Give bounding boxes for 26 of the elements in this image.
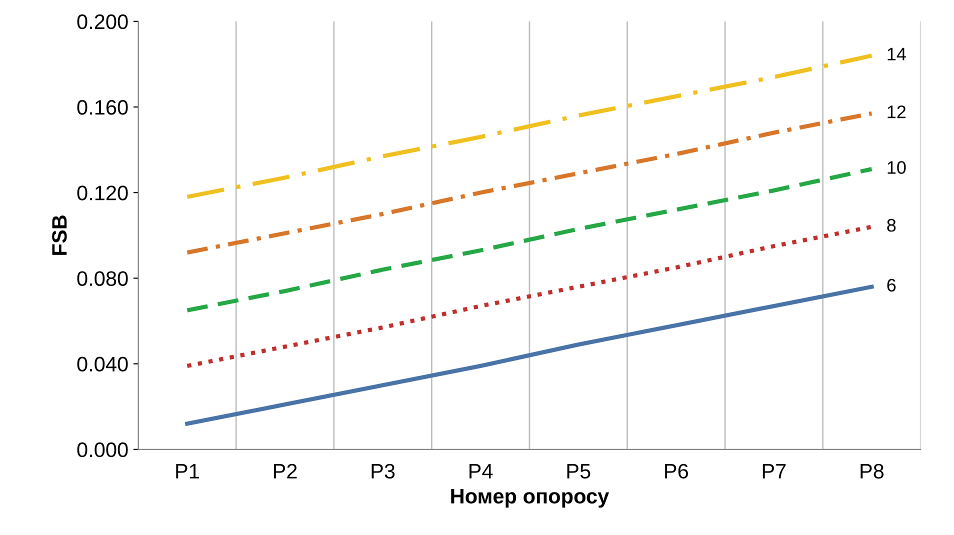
y-axis-title: FSB (52, 216, 67, 255)
line-series (185, 111, 874, 255)
y-tick-label: 0.040 (77, 356, 128, 372)
x-tick-label: P2 (274, 464, 297, 478)
line-series (185, 284, 874, 426)
x-tick-label: P1 (176, 464, 199, 478)
x-tick-label: P7 (762, 464, 786, 478)
x-tick-label: P3 (372, 464, 395, 479)
x-axis-title: Номер опоросу (451, 489, 610, 508)
series-label: 8 (887, 218, 896, 232)
x-tick-label: P4 (470, 464, 493, 478)
series-label: 10 (888, 161, 906, 174)
series-label: 6 (887, 278, 896, 292)
x-tick-label: P5 (567, 464, 590, 479)
y-tick-label: 0.080 (77, 271, 128, 286)
line-series (185, 166, 874, 312)
y-tick-label: 0.200 (77, 14, 128, 30)
series-label: 14 (888, 48, 906, 60)
y-tick-label: 0.160 (77, 100, 128, 115)
y-tick-label: 0.000 (77, 442, 128, 458)
line-series (185, 54, 874, 199)
y-tick-label: 0.120 (77, 186, 128, 200)
line-series (185, 224, 874, 368)
x-tick-label: P6 (665, 464, 688, 479)
series-label: 12 (888, 105, 906, 118)
x-tick-label: P8 (860, 464, 884, 479)
